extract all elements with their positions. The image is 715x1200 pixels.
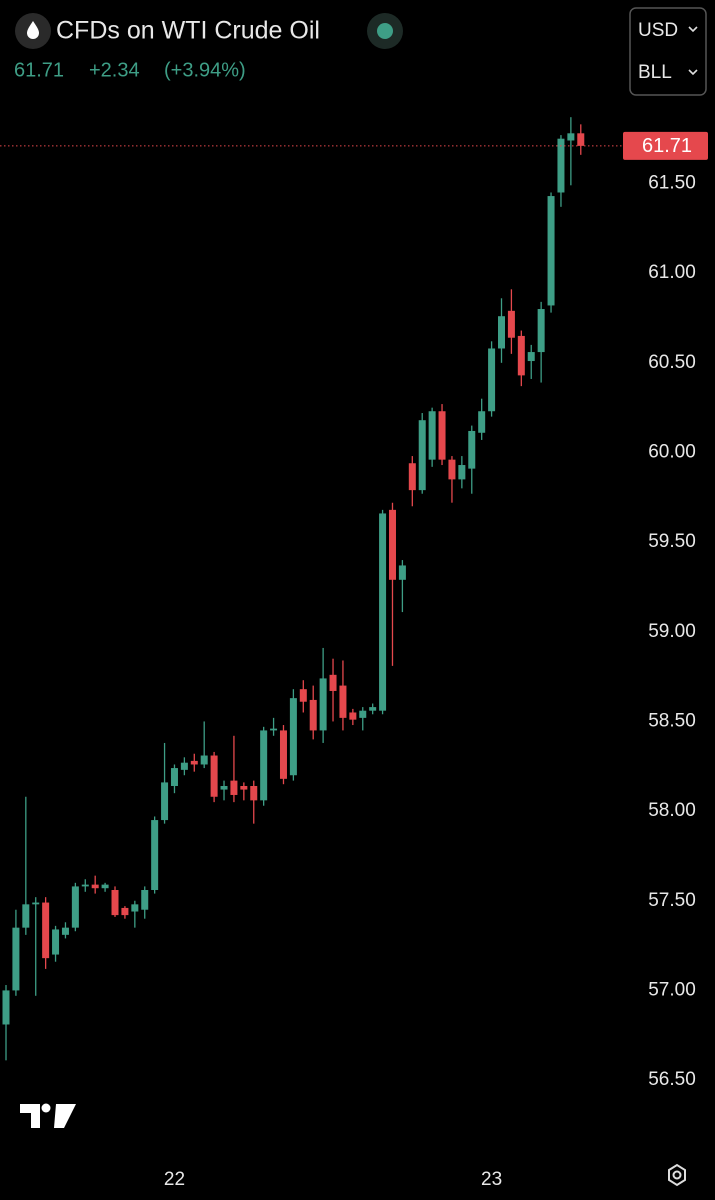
candle-body: [329, 674, 337, 691]
candle-body: [478, 411, 486, 433]
chart-title[interactable]: CFDs on WTI Crude Oil: [56, 17, 320, 45]
settings-button[interactable]: [668, 1163, 686, 1187]
candle-body: [71, 886, 79, 928]
tradingview-logo[interactable]: [20, 1103, 76, 1129]
candle-body: [91, 884, 99, 889]
candle-body: [408, 463, 416, 491]
candle-body: [240, 786, 248, 790]
candle-body: [42, 902, 50, 959]
candle-body: [339, 685, 347, 718]
y-tick-label: 61.00: [648, 262, 696, 283]
candle-body: [557, 138, 565, 193]
candle-body: [131, 904, 139, 912]
candle-body: [398, 565, 406, 580]
candle-body: [210, 755, 218, 797]
candle-body: [369, 707, 377, 711]
y-tick-label: 59.00: [648, 621, 696, 642]
candle-body: [141, 890, 149, 910]
candle-body: [230, 780, 238, 795]
candle-body: [101, 884, 109, 889]
candle-body: [448, 459, 456, 480]
y-tick-label: 58.50: [648, 710, 696, 731]
candle-body: [32, 902, 40, 905]
candle-body: [161, 782, 169, 821]
y-tick-label: 60.50: [648, 352, 696, 373]
candle-body: [250, 786, 258, 801]
candle-body: [468, 430, 476, 469]
unit-label[interactable]: BLL: [638, 62, 672, 83]
last-price: 61.71: [14, 59, 64, 81]
candle-body: [111, 890, 119, 916]
candle-body: [260, 730, 268, 801]
candle-body: [309, 699, 317, 731]
candle-body: [319, 678, 327, 731]
candle-body: [2, 990, 10, 1025]
y-tick-label: 59.50: [648, 531, 696, 552]
candle-body: [220, 786, 228, 790]
y-tick-label: 58.00: [648, 800, 696, 821]
last-price-tag-label: 61.71: [642, 135, 692, 157]
candle-body: [22, 904, 30, 928]
candle-body: [379, 513, 387, 711]
candle-body: [359, 710, 367, 718]
candle-body: [190, 760, 198, 765]
x-tick-label: 22: [164, 1169, 185, 1190]
candle-body: [52, 929, 60, 955]
y-tick-label: 60.00: [648, 441, 696, 462]
candle-body: [349, 712, 357, 720]
candle-body: [81, 884, 89, 887]
candle-body: [517, 335, 525, 376]
currency-label[interactable]: USD: [638, 20, 678, 41]
candle-body: [289, 698, 297, 776]
candle-body: [388, 509, 396, 580]
symbol-icon: [15, 13, 51, 49]
candle-body: [200, 755, 208, 765]
y-tick-label: 57.00: [648, 979, 696, 1000]
candle-body: [151, 820, 159, 890]
y-tick-label: 57.50: [648, 890, 696, 911]
candle-body: [121, 907, 129, 916]
candle-body: [577, 133, 585, 146]
price-change: +2.34: [89, 59, 140, 81]
candle-body: [12, 927, 20, 991]
candle-body: [180, 762, 188, 770]
candle-body: [498, 316, 505, 349]
unit-selector[interactable]: [629, 7, 707, 96]
price-change-percent: (+3.94%): [164, 59, 246, 81]
candle-body: [527, 352, 535, 362]
y-tick-label: 56.50: [648, 1069, 696, 1090]
candle-body: [418, 420, 426, 491]
candle-body: [170, 768, 178, 786]
x-tick-label: 23: [481, 1169, 502, 1190]
candle-body: [507, 310, 515, 338]
candle-body: [299, 689, 307, 702]
last-price-tag: [623, 131, 708, 160]
candle-body: [537, 309, 545, 353]
candle-body: [279, 730, 287, 779]
candle-body: [488, 348, 496, 412]
candle-body: [567, 133, 575, 141]
candle-body: [547, 196, 555, 306]
market-status[interactable]: [367, 13, 403, 49]
candle-body: [61, 927, 69, 935]
candle-body: [428, 411, 436, 460]
candle-body: [438, 411, 446, 460]
candle-body: [270, 728, 278, 731]
y-tick-label: 61.50: [648, 173, 696, 194]
candle-body: [458, 465, 466, 480]
